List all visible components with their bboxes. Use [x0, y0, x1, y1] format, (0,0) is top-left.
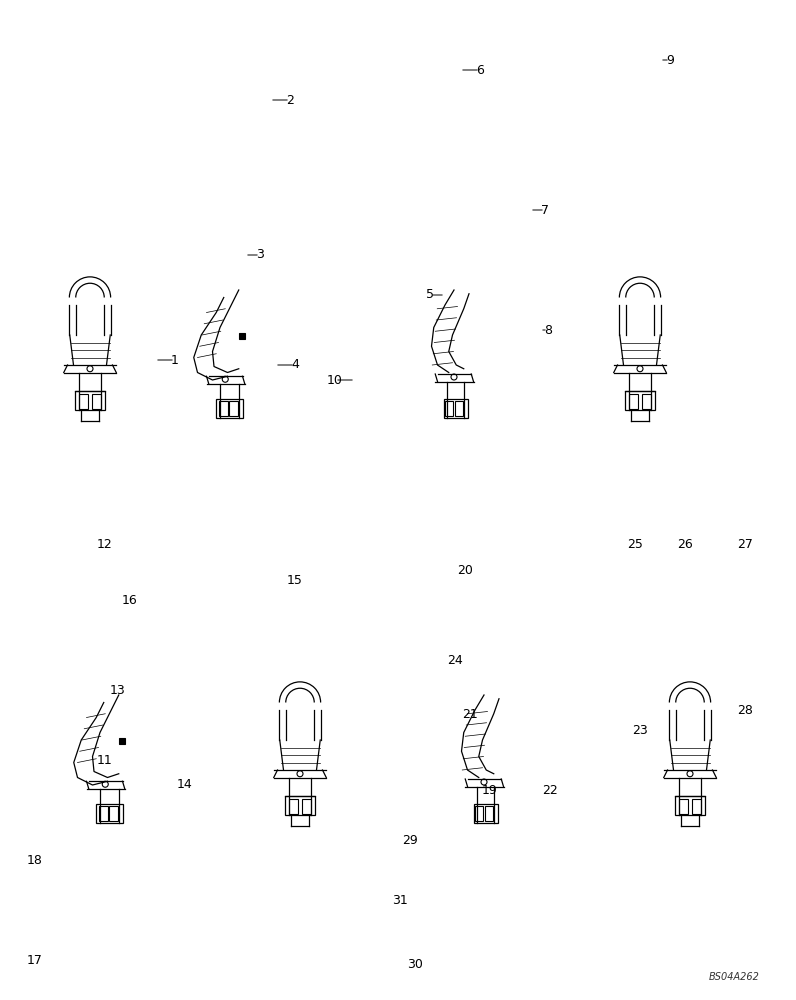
Text: 8: 8: [544, 324, 552, 336]
Bar: [109, 806, 118, 821]
Text: 20: 20: [457, 564, 473, 576]
Text: 5: 5: [426, 288, 434, 302]
Bar: [445, 401, 453, 416]
Text: 24: 24: [447, 654, 463, 666]
Text: 7: 7: [541, 204, 549, 217]
Text: 22: 22: [542, 784, 558, 796]
Text: 13: 13: [110, 684, 126, 696]
Text: 30: 30: [407, 958, 423, 972]
Bar: [217, 399, 243, 418]
Text: 31: 31: [392, 894, 408, 906]
Text: 19: 19: [482, 784, 498, 796]
Bar: [629, 393, 638, 408]
Bar: [289, 798, 298, 814]
Bar: [474, 804, 498, 822]
Text: 12: 12: [97, 538, 113, 552]
Bar: [485, 806, 493, 821]
Text: 27: 27: [737, 538, 753, 552]
Text: 15: 15: [287, 574, 303, 586]
Bar: [218, 401, 228, 416]
Text: 23: 23: [632, 724, 648, 736]
Bar: [625, 391, 655, 410]
Text: 16: 16: [122, 593, 138, 606]
Bar: [75, 391, 105, 410]
Bar: [99, 806, 107, 821]
Text: 14: 14: [178, 778, 193, 792]
Bar: [119, 738, 125, 744]
Text: BS04A262: BS04A262: [709, 972, 760, 982]
Text: 10: 10: [327, 373, 343, 386]
Text: 9: 9: [666, 53, 674, 66]
Bar: [79, 393, 88, 408]
Bar: [693, 798, 701, 814]
Text: 4: 4: [291, 359, 299, 371]
Bar: [679, 798, 688, 814]
Bar: [675, 796, 705, 815]
Bar: [229, 401, 238, 416]
Bar: [455, 401, 463, 416]
Bar: [285, 796, 315, 815]
Text: 3: 3: [256, 248, 264, 261]
Text: 2: 2: [286, 94, 294, 106]
Text: 29: 29: [402, 834, 418, 846]
Bar: [302, 798, 311, 814]
Text: 18: 18: [27, 854, 43, 866]
Bar: [92, 393, 101, 408]
Bar: [475, 806, 483, 821]
Text: 21: 21: [462, 708, 478, 722]
Text: 6: 6: [476, 64, 484, 77]
Bar: [239, 333, 244, 339]
Text: 28: 28: [737, 704, 753, 716]
Bar: [443, 399, 467, 418]
Text: 25: 25: [627, 538, 643, 552]
Bar: [96, 804, 123, 822]
Text: 26: 26: [677, 538, 693, 552]
Bar: [642, 393, 651, 408]
Text: 17: 17: [27, 954, 43, 966]
Text: 11: 11: [97, 754, 113, 766]
Text: 1: 1: [171, 354, 179, 366]
